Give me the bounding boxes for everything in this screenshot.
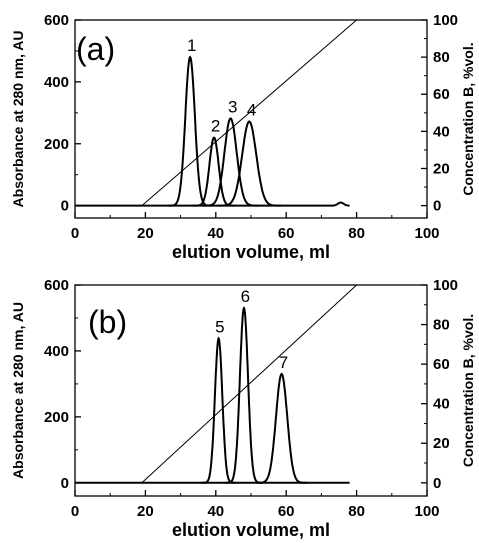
panel-b: (b) elution volume, ml Absorbance at 280… xyxy=(10,277,476,540)
peak-1-line xyxy=(168,55,212,207)
y-tick-label: 200 xyxy=(44,136,69,153)
y-tick-label: 600 xyxy=(44,277,69,294)
peak-6-line xyxy=(225,306,263,484)
peak-4-label: 4 xyxy=(247,101,256,120)
x-tick-label: 20 xyxy=(137,225,154,242)
x-tick-label: 100 xyxy=(414,225,439,242)
y2-tick-label: 80 xyxy=(433,317,450,334)
panel-label: (b) xyxy=(88,304,127,340)
y-tick-label: 400 xyxy=(44,74,69,91)
x-tick-label: 20 xyxy=(137,503,154,520)
x-tick-label: 100 xyxy=(414,503,439,520)
peak-4-line xyxy=(217,120,281,207)
y2-tick-label: 100 xyxy=(433,12,458,29)
y2-tick-label: 60 xyxy=(433,86,450,103)
y2-tick-label: 0 xyxy=(433,198,441,215)
y2-tick-label: 0 xyxy=(433,475,441,492)
y2-tick-label: 100 xyxy=(433,277,458,294)
y-tick-label: 0 xyxy=(61,475,69,492)
peak-5-line xyxy=(202,336,236,484)
y2-tick-label: 60 xyxy=(433,356,450,373)
panel-a: (a) elution volume, ml Absorbance at 280… xyxy=(10,12,476,262)
peak-3-line xyxy=(202,117,259,207)
y-tick-label: 400 xyxy=(44,343,69,360)
x-tick-label: 80 xyxy=(348,225,365,242)
y2-tick-label: 40 xyxy=(433,123,450,140)
y-tick-label: 600 xyxy=(44,12,69,29)
gradient-line xyxy=(75,19,410,207)
y2-tick-label: 20 xyxy=(433,435,450,452)
peak-5-label: 5 xyxy=(215,317,224,336)
x-axis-label: elution volume, ml xyxy=(172,520,330,540)
plot-frame xyxy=(74,284,428,497)
x-tick-label: 0 xyxy=(71,503,79,520)
y2-tick-label: 40 xyxy=(433,396,450,413)
peak-7-line xyxy=(256,372,307,484)
x-tick-label: 40 xyxy=(207,225,224,242)
x-tick-label: 60 xyxy=(278,503,295,520)
y2-axis-label: Concentration B, %vol. xyxy=(460,42,476,195)
x-axis-label: elution volume, ml xyxy=(172,242,330,262)
x-tick-label: 0 xyxy=(71,225,79,242)
peak-1-label: 1 xyxy=(187,36,196,55)
x-tick-label: 80 xyxy=(348,503,365,520)
y2-axis-label: Concentration B, %vol. xyxy=(460,314,476,467)
y-tick-label: 200 xyxy=(44,409,69,426)
peak-2-label: 2 xyxy=(211,117,220,136)
peak-6-label: 6 xyxy=(241,287,250,306)
panel-label: (a) xyxy=(76,31,115,67)
y2-tick-label: 80 xyxy=(433,49,450,66)
x-tick-label: 60 xyxy=(278,225,295,242)
peak-2-line xyxy=(193,136,235,207)
y2-tick-label: 20 xyxy=(433,160,450,177)
y-axis-label: Absorbance at 280 nm, AU xyxy=(10,31,26,208)
y-axis-label: Absorbance at 280 nm, AU xyxy=(10,302,26,479)
peak-7-label: 7 xyxy=(279,353,288,372)
x-tick-label: 40 xyxy=(207,503,224,520)
y-tick-label: 0 xyxy=(61,198,69,215)
peak-3-label: 3 xyxy=(228,97,237,116)
